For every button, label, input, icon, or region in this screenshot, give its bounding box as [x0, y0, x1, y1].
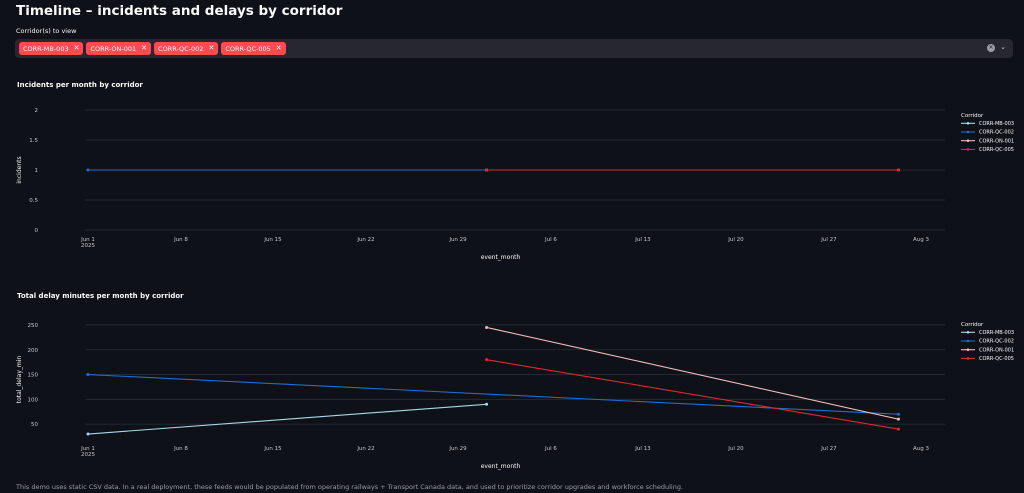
legend-item-label[interactable]: CORR-ON-001	[979, 138, 1014, 144]
x-tick-label: Aug 3	[913, 446, 929, 452]
corridor-multiselect-label: Corridor(s) to view	[16, 27, 77, 35]
x-tick-label: Jun 15	[263, 446, 282, 452]
x-axis-label: event_month	[481, 254, 521, 261]
x-tick-year-label: 2025	[81, 452, 95, 458]
series-line	[486, 359, 899, 430]
x-tick-label: Jul 6	[544, 446, 557, 452]
y-tick-label: 200	[28, 348, 39, 354]
series-line	[87, 373, 899, 415]
chevron-down-icon[interactable]: ⌄	[1000, 43, 1006, 51]
x-tick-label: Jul 27	[820, 446, 837, 452]
x-tick-label: Jun 8	[173, 446, 188, 452]
remove-chip-icon[interactable]: ✕	[141, 44, 148, 52]
chip-label: CORR-QC-002	[158, 44, 204, 53]
remove-chip-icon[interactable]: ✕	[208, 44, 215, 52]
legend-item-label[interactable]: CORR-QC-002	[979, 130, 1014, 136]
chart-title: Incidents per month by corridor	[17, 81, 143, 89]
y-axis-label: incidents	[16, 156, 23, 183]
y-tick-label: 1.5	[29, 138, 38, 144]
data-point[interactable]	[896, 168, 900, 172]
legend-swatch-marker	[966, 130, 970, 134]
legend-item-label[interactable]: CORR-QC-005	[979, 356, 1014, 362]
x-tick-label: Jun 22	[356, 237, 374, 243]
x-tick-label: Jul 20	[727, 446, 744, 452]
data-point[interactable]	[485, 168, 489, 172]
x-tick-label: Jul 13	[634, 237, 651, 243]
x-tick-label: Jun 22	[356, 446, 374, 452]
y-tick-label: 2	[35, 108, 39, 114]
x-tick-label: Jun 29	[448, 237, 467, 243]
y-tick-label: 50	[31, 422, 38, 428]
data-point[interactable]	[896, 412, 900, 416]
legend-swatch-marker	[966, 122, 970, 125]
data-point[interactable]	[86, 168, 90, 172]
data-point[interactable]	[896, 427, 900, 431]
series-line	[87, 403, 487, 435]
x-tick-label: Jun 1	[80, 446, 95, 452]
x-tick-label: Jun 1	[80, 237, 95, 243]
legend-title: Corridor	[961, 113, 984, 119]
page-title: Timeline – incidents and delays by corri…	[16, 3, 343, 19]
remove-chip-icon[interactable]: ✕	[275, 44, 282, 52]
chart-title: Total delay minutes per month by corrido…	[17, 292, 184, 300]
legend-item-label[interactable]: CORR-QC-005	[979, 147, 1014, 153]
legend-swatch-marker	[966, 348, 970, 351]
data-point[interactable]	[485, 358, 489, 362]
legend-item-label[interactable]: CORR-MB-003	[979, 330, 1014, 336]
y-axis-label: total_delay_min	[16, 356, 23, 404]
remove-chip-icon[interactable]: ✕	[73, 44, 80, 52]
x-tick-label: Jun 15	[263, 237, 282, 243]
incidents-chart[interactable]: Incidents per month by corridor 0 0.5 1 1.5 2…	[0, 75, 1024, 275]
x-tick-label: Aug 3	[913, 237, 929, 243]
x-tick-label: Jul 20	[727, 237, 744, 243]
y-tick-label: 0.5	[29, 198, 38, 204]
x-tick-year-label: 2025	[81, 243, 95, 249]
footer-note: This demo uses static CSV data. In a rea…	[16, 483, 684, 491]
legend-swatch-marker	[966, 148, 970, 151]
delay-minutes-chart[interactable]: Total delay minutes per month by corrido…	[0, 286, 1024, 486]
legend-swatch-marker	[966, 139, 970, 142]
clear-icon[interactable]: ✕	[987, 44, 995, 52]
y-tick-label: 1	[35, 168, 39, 174]
chip-corr-qc-002[interactable]: CORR-QC-002 ✕	[154, 42, 219, 55]
series-line	[486, 326, 899, 420]
data-point[interactable]	[896, 417, 900, 421]
y-tick-label: 150	[28, 373, 39, 379]
corridor-multiselect[interactable]: CORR-MB-003 ✕ CORR-ON-001 ✕ CORR-QC-002 …	[15, 39, 1013, 58]
chip-label: CORR-QC-005	[225, 44, 271, 53]
y-tick-label: 100	[28, 397, 39, 403]
x-tick-label: Jul 27	[820, 237, 837, 243]
chip-label: CORR-ON-001	[90, 44, 137, 53]
legend-item-label[interactable]: CORR-MB-003	[979, 121, 1014, 127]
legend-swatch-marker	[966, 339, 970, 343]
x-tick-label: Jul 6	[544, 237, 557, 243]
x-tick-label: Jun 8	[173, 237, 188, 243]
x-tick-label: Jul 13	[634, 446, 651, 452]
legend-swatch-marker	[966, 357, 970, 360]
legend-item-label[interactable]: CORR-QC-002	[979, 339, 1014, 345]
x-axis-label: event_month	[481, 463, 521, 470]
x-tick-label: Jun 29	[448, 446, 467, 452]
selected-chips: CORR-MB-003 ✕ CORR-ON-001 ✕ CORR-QC-002 …	[19, 42, 286, 55]
legend-swatch-marker	[966, 331, 970, 334]
chip-corr-on-001[interactable]: CORR-ON-001 ✕	[86, 42, 152, 55]
y-tick-label: 250	[28, 323, 39, 329]
chip-corr-mb-003[interactable]: CORR-MB-003 ✕	[19, 42, 84, 55]
data-point[interactable]	[86, 432, 90, 436]
data-point[interactable]	[86, 373, 90, 377]
legend-title: Corridor	[961, 322, 984, 328]
legend-item-label[interactable]: CORR-ON-001	[979, 347, 1014, 353]
chip-corr-qc-005[interactable]: CORR-QC-005 ✕	[221, 42, 286, 55]
data-point[interactable]	[485, 325, 489, 329]
y-tick-label: 0	[35, 228, 39, 234]
chip-label: CORR-MB-003	[23, 44, 69, 53]
data-point[interactable]	[485, 402, 489, 406]
